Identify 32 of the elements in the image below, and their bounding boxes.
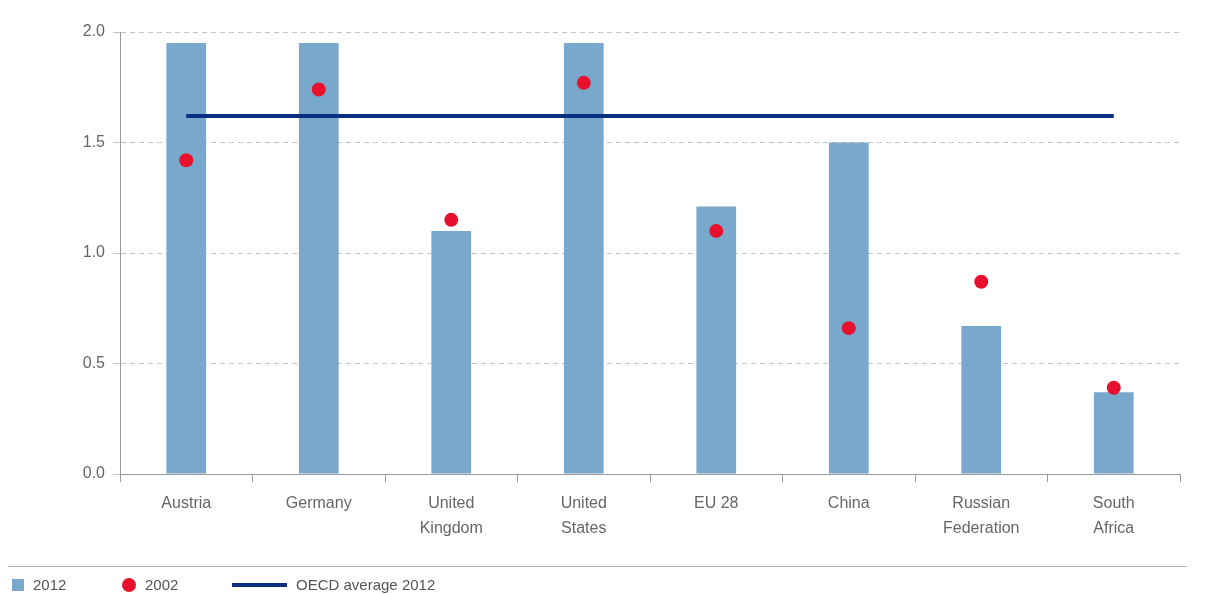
x-tick-label: Russian Federation	[943, 493, 1020, 536]
legend-label: 2012	[33, 576, 67, 594]
point	[709, 223, 724, 238]
bar	[563, 43, 604, 474]
y-tick-label: 0.0	[82, 464, 106, 482]
bar	[1093, 392, 1134, 474]
x-tick-label: Germany	[285, 493, 352, 511]
x-tick-label: Austria	[161, 493, 212, 511]
bar	[696, 206, 737, 474]
x-tick-label: EU 28	[694, 493, 739, 511]
x-tick-label: China	[827, 493, 870, 511]
point	[1106, 380, 1121, 395]
bar	[431, 230, 472, 474]
bar	[828, 142, 869, 474]
bar	[166, 43, 207, 474]
point	[444, 212, 459, 227]
x-tick-label: South Africa	[1092, 493, 1135, 536]
point	[311, 82, 326, 97]
y-tick-label: 0.5	[82, 353, 106, 371]
y-tick-label: 1.5	[82, 132, 106, 150]
point	[974, 274, 989, 289]
legend-label: 2002	[145, 576, 179, 594]
y-tick-label: 1.0	[82, 243, 106, 261]
point	[576, 75, 591, 90]
legend-label: OECD average 2012	[296, 576, 436, 594]
point	[841, 321, 856, 336]
bar	[298, 43, 339, 474]
y-tick-label: 2.0	[82, 22, 106, 40]
x-tick-label: United States	[560, 493, 607, 536]
bar	[961, 325, 1002, 474]
point	[179, 153, 194, 168]
x-tick-label: United Kingdom	[419, 493, 483, 536]
